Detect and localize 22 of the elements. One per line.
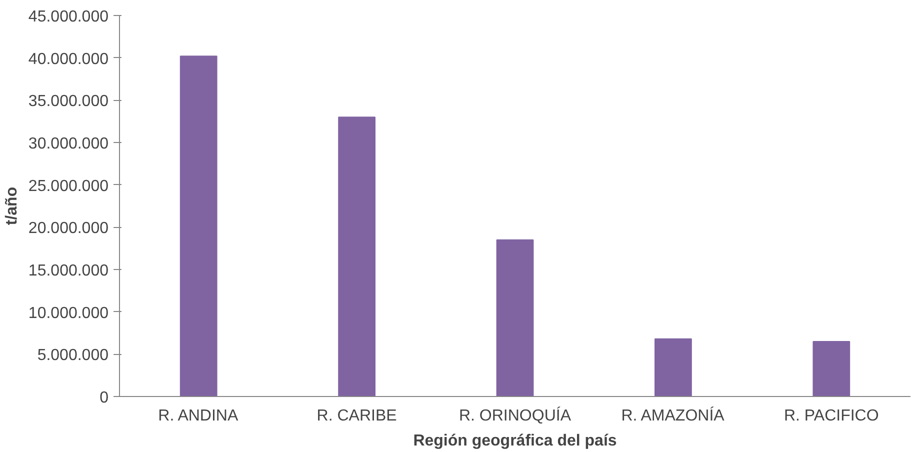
x-tick-label: R. CARIBE <box>316 408 397 424</box>
x-tick-label: R. AMAZONÍA <box>621 406 725 424</box>
y-tick-label: 35.000.000 <box>28 93 109 110</box>
bar <box>496 239 534 396</box>
x-tick-label: R. ORINOQUÍA <box>458 406 572 424</box>
y-tick-label: 20.000.000 <box>28 220 109 238</box>
y-tick-label: 25.000.000 <box>28 178 109 195</box>
y-tick-label: 0 <box>100 390 109 406</box>
x-axis-title: Región geográfica del país <box>413 432 617 450</box>
y-axis-title: t/año <box>3 186 20 226</box>
bar <box>180 56 218 396</box>
x-tick-label: R. PACIFICO <box>784 408 879 424</box>
bar <box>338 116 376 396</box>
bar <box>654 338 692 396</box>
y-tick-label: 15.000.000 <box>28 262 109 280</box>
y-tick-label: 45.000.000 <box>28 8 109 26</box>
bar <box>812 340 850 396</box>
y-tick-label: 40.000.000 <box>28 50 109 68</box>
y-tick-label: 10.000.000 <box>28 304 109 322</box>
y-tick-label: 5.000.000 <box>37 347 109 364</box>
y-tick-label: 30.000.000 <box>28 136 109 152</box>
x-tick-label: R. ANDINA <box>158 408 238 424</box>
